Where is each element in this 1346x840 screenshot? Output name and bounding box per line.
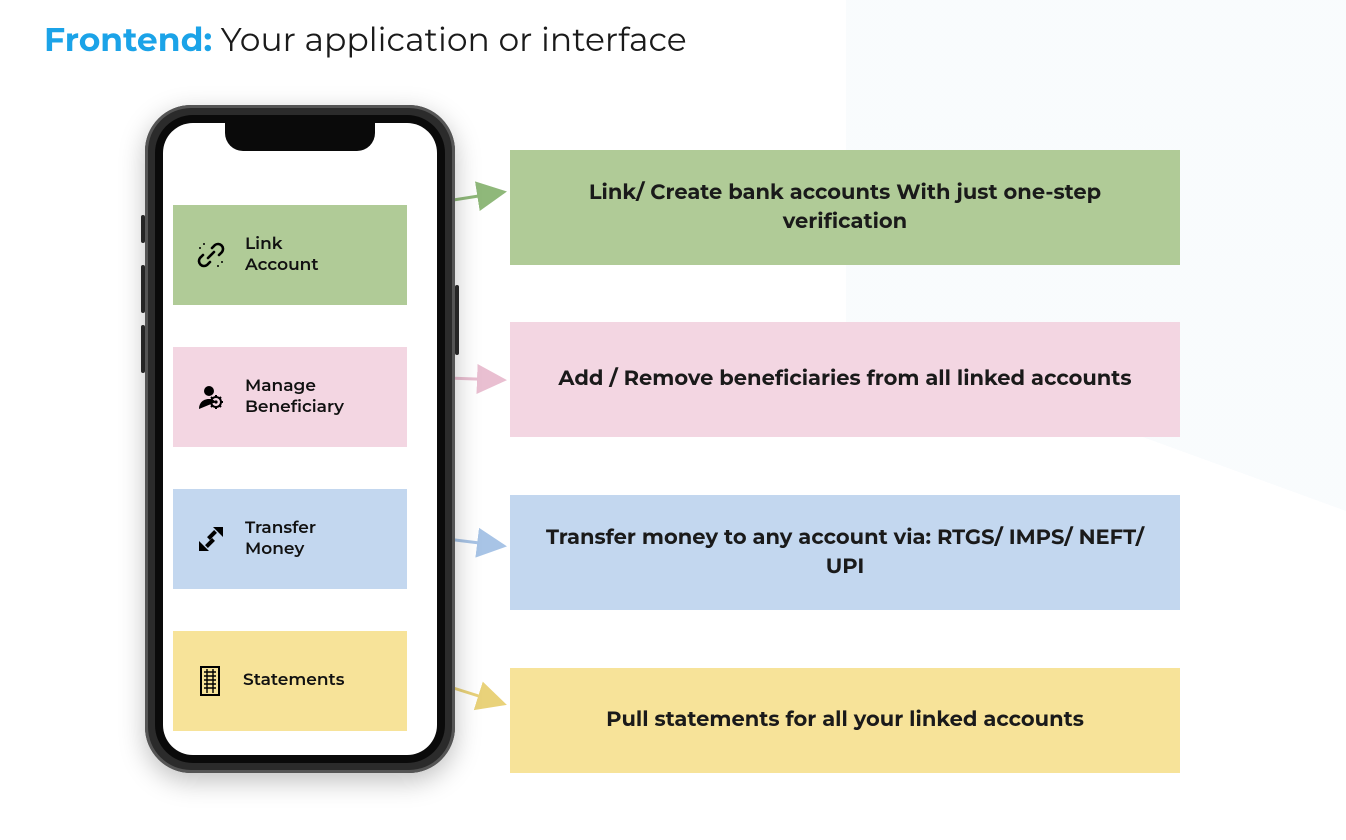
desc-text: Link/ Create bank accounts With just one… [546, 179, 1144, 236]
desc-text: Add / Remove beneficiaries from all link… [558, 365, 1131, 393]
menu-item-transfer-money[interactable]: TransferMoney [173, 489, 407, 589]
phone-notch [225, 123, 375, 151]
desc-text: Pull statements for all your linked acco… [606, 706, 1084, 734]
title-rest: Your application or interface [212, 20, 687, 60]
link-icon [195, 239, 227, 271]
desc-text: Transfer money to any account via: RTGS/… [546, 524, 1144, 581]
menu-item-statements[interactable]: Statements [173, 631, 407, 731]
user-cog-icon [195, 381, 227, 413]
menu-item-link-account[interactable]: LinkAccount [173, 205, 407, 305]
menu-label: ManageBeneficiary [245, 376, 344, 419]
menu-label: TransferMoney [245, 518, 316, 561]
desc-statements: Pull statements for all your linked acco… [510, 668, 1180, 773]
menu-label: Statements [243, 670, 344, 691]
phone-screen: LinkAccount [163, 123, 437, 755]
app-menu: LinkAccount [173, 205, 407, 731]
desc-link-account: Link/ Create bank accounts With just one… [510, 150, 1180, 265]
desc-manage-beneficiary: Add / Remove beneficiaries from all link… [510, 322, 1180, 437]
page-title: Frontend: Your application or interface [44, 20, 687, 60]
swap-icon [195, 523, 227, 555]
desc-transfer-money: Transfer money to any account via: RTGS/… [510, 495, 1180, 610]
menu-item-manage-beneficiary[interactable]: ManageBeneficiary [173, 347, 407, 447]
phone-power [455, 285, 459, 355]
document-icon [195, 665, 225, 697]
phone-mockup: LinkAccount [145, 105, 455, 773]
title-accent: Frontend: [44, 20, 212, 60]
menu-label: LinkAccount [245, 234, 319, 277]
